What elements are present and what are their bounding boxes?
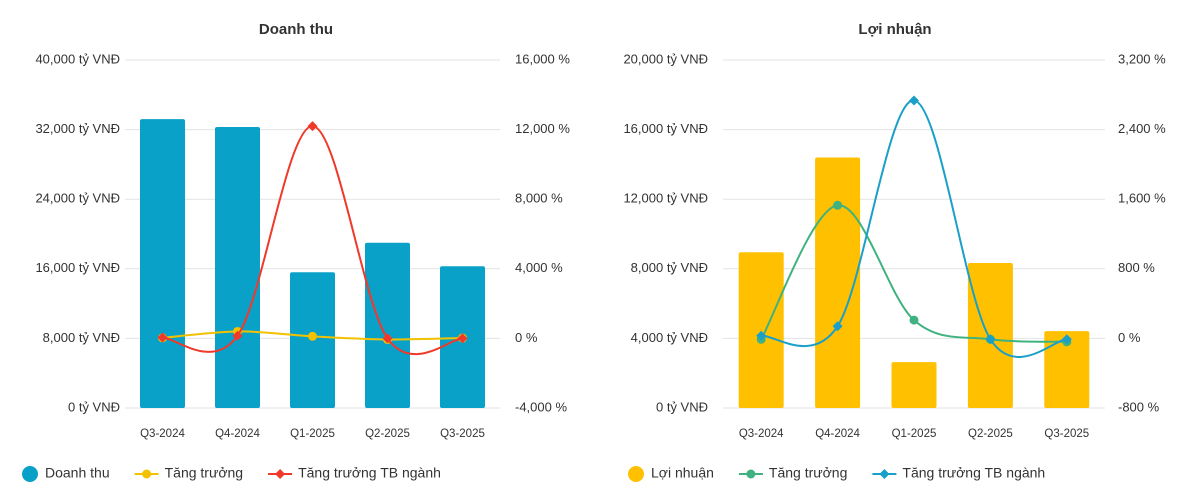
x-tick-label: Q3-2025 (440, 428, 485, 440)
legend-label: Tăng trưởng (769, 465, 847, 481)
y-tick-label: 12,000 tỷ VNĐ (623, 191, 708, 206)
point (382, 333, 393, 344)
legend-marker (746, 469, 756, 479)
y-tick-label: 32,000 tỷ VNĐ (35, 121, 120, 136)
y-tick-label: 8,000 tỷ VNĐ (631, 260, 708, 275)
y-tick-label: 16,000 tỷ VNĐ (35, 260, 120, 275)
y2-tick-label: 16,000 % (515, 51, 570, 66)
x-tick-label: Q2-2025 (365, 428, 410, 440)
legend-label: Doanh thu (45, 465, 110, 481)
y2-tick-label: 0 % (515, 330, 538, 345)
chart-title: Doanh thu (259, 21, 333, 38)
y2-tick-label: 8,000 % (515, 191, 563, 206)
x-tick-label: Q3-2025 (1044, 428, 1089, 440)
point (157, 332, 168, 343)
y2-tick-label: 0 % (1118, 330, 1141, 345)
y2-tick-label: 800 % (1118, 260, 1155, 275)
x-tick-label: Q4-2024 (215, 428, 260, 440)
point (457, 333, 468, 344)
legend-label: Tăng trưởng TB ngành (298, 465, 441, 481)
y2-tick-label: -800 % (1118, 399, 1160, 414)
point (232, 330, 243, 341)
legend-swatch (22, 466, 38, 482)
legend-label: Tăng trưởng (165, 465, 243, 481)
legend-marker (879, 469, 890, 479)
x-tick-label: Q2-2025 (968, 428, 1013, 440)
point (756, 330, 767, 341)
y2-tick-label: 12,000 % (515, 121, 570, 136)
y2-tick-label: 3,200 % (1118, 51, 1166, 66)
y-tick-label: 0 tỷ VNĐ (68, 399, 120, 414)
x-tick-label: Q4-2024 (815, 428, 860, 440)
y-tick-label: 16,000 tỷ VNĐ (623, 121, 708, 136)
x-tick-label: Q3-2024 (140, 428, 185, 440)
y2-tick-label: -4,000 % (515, 399, 567, 414)
point (308, 331, 317, 341)
y-tick-label: 24,000 tỷ VNĐ (35, 191, 120, 206)
y-tick-label: 4,000 tỷ VNĐ (631, 330, 708, 345)
bar (891, 362, 937, 408)
point (985, 334, 996, 345)
y-tick-label: 40,000 tỷ VNĐ (35, 51, 120, 66)
y-tick-label: 0 tỷ VNĐ (656, 399, 708, 414)
legend-label: Lợi nhuận (651, 465, 714, 481)
line (760, 204, 1067, 343)
x-tick-label: Q3-2024 (739, 428, 784, 440)
bar (815, 157, 861, 408)
legend-marker (142, 469, 152, 479)
bar (215, 126, 260, 409)
bar (140, 119, 185, 408)
point (1061, 334, 1072, 345)
point (832, 321, 843, 332)
y-tick-label: 8,000 tỷ VNĐ (43, 330, 120, 345)
point (833, 200, 843, 210)
y2-tick-label: 4,000 % (515, 260, 563, 275)
bar (738, 252, 784, 408)
legend-marker (275, 469, 286, 479)
x-tick-label: Q1-2025 (290, 428, 335, 440)
y-tick-label: 20,000 tỷ VNĐ (623, 51, 708, 66)
point (909, 95, 919, 106)
bar (365, 242, 410, 408)
y2-tick-label: 1,600 % (1118, 191, 1166, 206)
legend-label: Tăng trưởng TB ngành (902, 465, 1045, 481)
point (307, 121, 318, 132)
chart-title: Lợi nhuận (858, 21, 931, 38)
point (909, 315, 919, 325)
legend-swatch (628, 466, 644, 482)
bar (1044, 331, 1090, 408)
y2-tick-label: 2,400 % (1118, 121, 1166, 136)
x-tick-label: Q1-2025 (892, 428, 937, 440)
